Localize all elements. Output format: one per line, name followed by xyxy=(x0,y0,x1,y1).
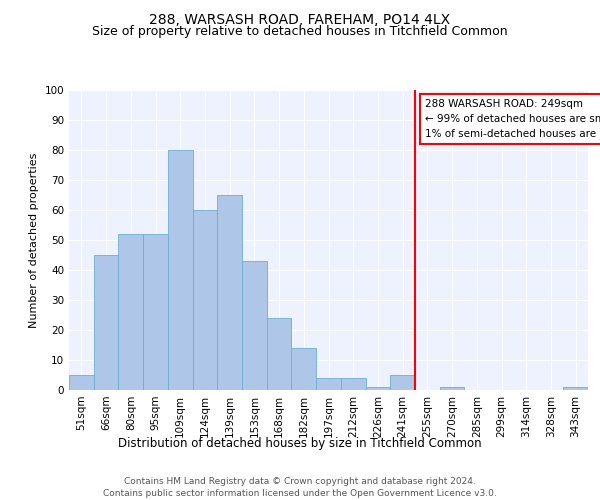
Bar xyxy=(143,234,168,390)
Bar xyxy=(242,261,267,390)
Bar xyxy=(193,210,217,390)
Bar xyxy=(217,195,242,390)
Bar xyxy=(94,255,118,390)
Bar xyxy=(292,348,316,390)
Bar xyxy=(168,150,193,390)
Bar xyxy=(341,378,365,390)
Bar xyxy=(118,234,143,390)
Bar xyxy=(563,387,588,390)
Text: Contains public sector information licensed under the Open Government Licence v3: Contains public sector information licen… xyxy=(103,489,497,498)
Text: Contains HM Land Registry data © Crown copyright and database right 2024.: Contains HM Land Registry data © Crown c… xyxy=(124,478,476,486)
Bar xyxy=(69,375,94,390)
Bar xyxy=(365,387,390,390)
Bar xyxy=(390,375,415,390)
Bar xyxy=(267,318,292,390)
Text: 288 WARSASH ROAD: 249sqm
← 99% of detached houses are smaller (449)
1% of semi-d: 288 WARSASH ROAD: 249sqm ← 99% of detach… xyxy=(425,99,600,138)
Y-axis label: Number of detached properties: Number of detached properties xyxy=(29,152,39,328)
Text: Distribution of detached houses by size in Titchfield Common: Distribution of detached houses by size … xyxy=(118,438,482,450)
Text: 288, WARSASH ROAD, FAREHAM, PO14 4LX: 288, WARSASH ROAD, FAREHAM, PO14 4LX xyxy=(149,12,451,26)
Text: Size of property relative to detached houses in Titchfield Common: Size of property relative to detached ho… xyxy=(92,25,508,38)
Bar xyxy=(316,378,341,390)
Bar xyxy=(440,387,464,390)
